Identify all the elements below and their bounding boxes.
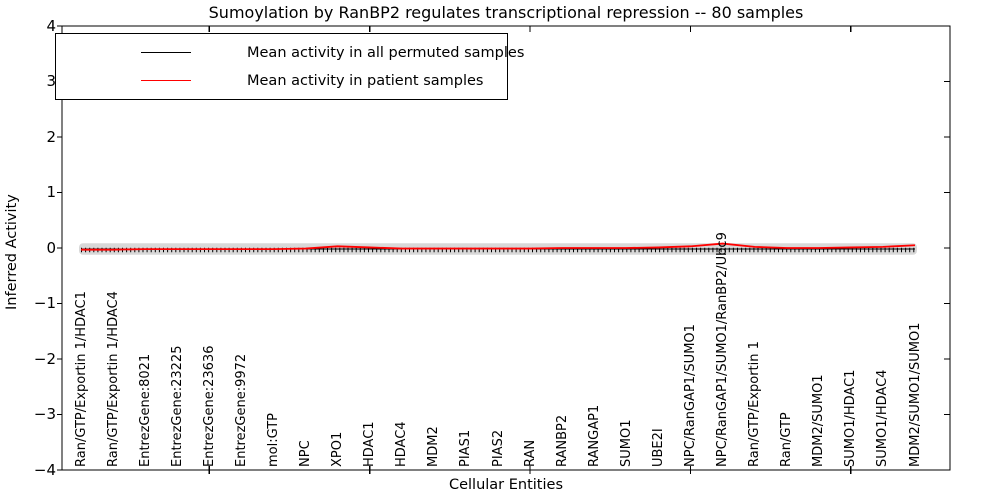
x-tick-label: PIAS1 (458, 429, 474, 467)
y-tick-label: 0 (46, 238, 56, 257)
x-tick-label: SUMO1 (618, 419, 634, 468)
x-tick-label: EntrezGene:9972 (233, 353, 249, 467)
x-tick-label: SUMO1/HDAC4 (875, 369, 891, 467)
x-tick-label: RANBP2 (554, 414, 570, 467)
x-tick-label: mol:GTP (265, 413, 281, 467)
x-tick-label: NPC/RanGAP1/SUMO1/RanBP2/Ubc9 (715, 232, 731, 467)
chart-title: Sumoylation by RanBP2 regulates transcri… (208, 3, 804, 22)
x-tick-label: Ran/GTP (779, 412, 795, 467)
x-tick-label: EntrezGene:23636 (201, 345, 217, 467)
y-tick-label: −2 (33, 349, 56, 368)
x-tick-label: Ran/GTP/Exportin 1/HDAC4 (105, 291, 121, 467)
x-tick-label: MDM2/SUMO1 (811, 374, 827, 467)
x-tick-label: Ran/GTP/Exportin 1 (747, 341, 763, 467)
x-tick-label: HDAC1 (362, 421, 378, 467)
x-tick-label: MDM2/SUMO1/SUMO1 (907, 322, 923, 467)
y-tick-label: 4 (46, 16, 56, 35)
x-axis-label: Cellular Entities (448, 477, 564, 493)
y-tick-label: 2 (46, 127, 56, 146)
patient-line-swatch (141, 80, 191, 81)
x-tick-label: NPC/RanGAP1/SUMO1 (682, 324, 698, 467)
legend-row-permuted: Mean activity in all permuted samples (56, 42, 524, 63)
x-tick-label: UBE2I (650, 428, 666, 467)
y-tick-label: 1 (46, 183, 56, 201)
permuted-line-swatch (141, 52, 191, 53)
x-tick-label: RAN (522, 439, 538, 467)
legend-row-patient: Mean activity in patient samples (56, 70, 507, 91)
x-tick-label: RANGAP1 (586, 404, 602, 467)
y-tick-label: −3 (33, 405, 56, 423)
x-tick-label: HDAC4 (394, 421, 410, 467)
x-tick-label: Ran/GTP/Exportin 1/HDAC1 (73, 291, 89, 467)
y-tick-label: 3 (46, 72, 56, 90)
x-tick-label: PIAS2 (490, 429, 506, 467)
x-tick-label: XPO1 (330, 431, 346, 467)
patient-mean-line (81, 242, 916, 251)
y-tick-label: −1 (33, 294, 56, 312)
x-tick-label: EntrezGene:23225 (169, 345, 185, 467)
legend: Mean activity in all permuted samples Me… (55, 33, 524, 100)
legend-label-patient: Mean activity in patient samples (247, 72, 484, 89)
y-tick-label: −4 (33, 460, 56, 479)
legend-label-permuted: Mean activity in all permuted samples (247, 44, 525, 61)
x-tick-label: MDM2 (426, 426, 442, 467)
x-tick-label: EntrezGene:8021 (137, 353, 153, 467)
x-tick-label: NPC (298, 440, 314, 467)
x-tick-label: SUMO1/HDAC1 (843, 369, 859, 467)
